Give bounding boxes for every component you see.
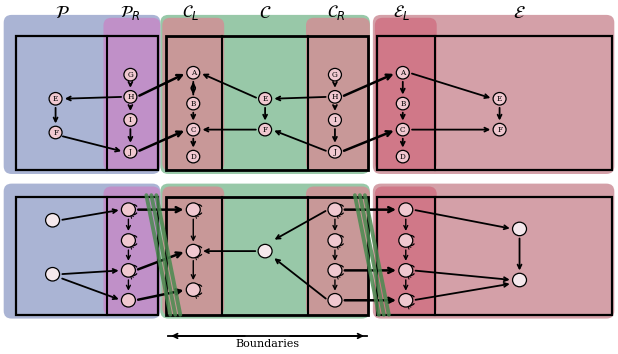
FancyBboxPatch shape [306,18,370,171]
Circle shape [186,203,200,216]
FancyBboxPatch shape [373,184,614,319]
FancyBboxPatch shape [373,15,614,174]
Text: B: B [190,99,196,108]
Text: G: G [332,71,338,79]
Circle shape [328,264,342,277]
Text: E: E [497,95,502,103]
Text: H: H [332,93,338,101]
Text: B: B [400,99,405,108]
FancyBboxPatch shape [160,184,370,319]
Text: $\mathcal{C}_R$: $\mathcal{C}_R$ [327,2,345,22]
Circle shape [121,234,135,247]
Circle shape [396,97,409,110]
Text: D: D [190,153,196,161]
Circle shape [258,92,271,105]
FancyBboxPatch shape [4,184,160,319]
Circle shape [399,203,413,216]
Text: F: F [53,129,58,137]
Circle shape [121,203,135,216]
Circle shape [493,123,506,136]
Text: H: H [127,93,133,101]
Text: E: E [263,95,268,103]
Text: I: I [334,116,336,124]
FancyBboxPatch shape [163,18,224,171]
Circle shape [396,123,409,136]
Circle shape [49,126,62,139]
FancyBboxPatch shape [160,15,370,174]
Circle shape [512,273,527,287]
Bar [377,197,612,315]
Circle shape [396,67,409,79]
Text: A: A [400,69,405,77]
Bar [377,36,612,170]
Circle shape [512,222,527,236]
Text: J: J [129,148,132,156]
Text: $\mathcal{E}_L$: $\mathcal{E}_L$ [393,2,410,22]
Bar [166,36,368,170]
Circle shape [124,68,137,81]
Circle shape [399,264,413,277]
Circle shape [46,213,59,227]
Circle shape [187,150,200,163]
Text: C: C [190,126,196,133]
Circle shape [328,203,342,216]
Circle shape [328,68,341,81]
Circle shape [186,283,200,296]
Circle shape [187,67,200,79]
Bar [15,197,158,315]
Text: $\mathcal{P}$: $\mathcal{P}$ [55,4,70,22]
Circle shape [187,97,200,110]
Text: $\mathcal{C}_L$: $\mathcal{C}_L$ [182,2,199,22]
Text: J: J [334,148,336,156]
Circle shape [121,293,135,307]
Text: Boundaries: Boundaries [235,339,300,349]
Circle shape [124,91,137,103]
Text: F: F [263,126,268,133]
Text: $\mathcal{P}_R$: $\mathcal{P}_R$ [121,4,140,22]
Circle shape [399,234,413,247]
Circle shape [49,92,62,105]
Circle shape [396,150,409,163]
Circle shape [46,268,59,281]
Circle shape [124,114,137,126]
FancyBboxPatch shape [103,18,160,171]
Bar [15,36,158,170]
Circle shape [328,293,342,307]
Circle shape [328,145,341,158]
Text: D: D [400,153,405,161]
Bar [166,197,368,315]
Circle shape [186,244,200,258]
FancyBboxPatch shape [306,187,370,316]
Text: E: E [53,95,58,103]
Text: A: A [190,69,196,77]
Circle shape [187,123,200,136]
Text: G: G [127,71,133,79]
Circle shape [328,91,341,103]
Text: C: C [400,126,405,133]
FancyBboxPatch shape [375,187,437,316]
Circle shape [124,145,137,158]
Circle shape [328,114,341,126]
Circle shape [399,293,413,307]
Circle shape [493,92,506,105]
Circle shape [328,234,342,247]
FancyBboxPatch shape [163,187,224,316]
Circle shape [258,244,272,258]
FancyBboxPatch shape [375,18,437,171]
Circle shape [258,123,271,136]
FancyBboxPatch shape [4,15,160,174]
Text: $\mathcal{E}$: $\mathcal{E}$ [513,4,526,22]
FancyBboxPatch shape [103,187,160,316]
Text: F: F [497,126,502,133]
Text: I: I [129,116,132,124]
Circle shape [121,264,135,277]
Text: $\mathcal{C}$: $\mathcal{C}$ [259,4,271,22]
